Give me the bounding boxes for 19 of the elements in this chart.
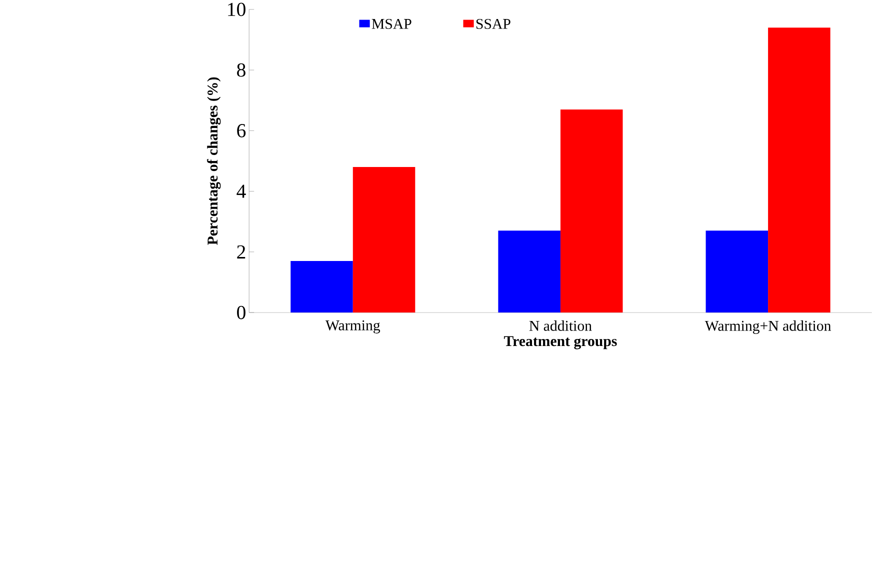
y-axis-title: Percentage of changes (%) [206, 77, 221, 245]
bar [560, 109, 623, 312]
x-tick-label: N addition [529, 320, 592, 331]
bar [352, 167, 416, 312]
y-tick-label: 8 [237, 63, 246, 77]
x-axis-title: Treatment groups [504, 336, 617, 350]
y-tick-label: 6 [237, 124, 246, 138]
bar [706, 230, 768, 312]
x-tick-label: Warming [325, 320, 380, 334]
bar [768, 28, 830, 312]
legend-label: SSAP [476, 18, 510, 29]
bar [290, 260, 353, 312]
y-tick-label: 0 [237, 306, 246, 320]
x-tick-label: Warming+N addition [704, 320, 832, 334]
y-tick-label: 10 [228, 2, 246, 16]
legend-label: MSAP [372, 18, 412, 29]
bar [498, 230, 560, 312]
y-tick-label: 4 [236, 184, 246, 198]
y-tick-label: 2 [237, 245, 246, 258]
